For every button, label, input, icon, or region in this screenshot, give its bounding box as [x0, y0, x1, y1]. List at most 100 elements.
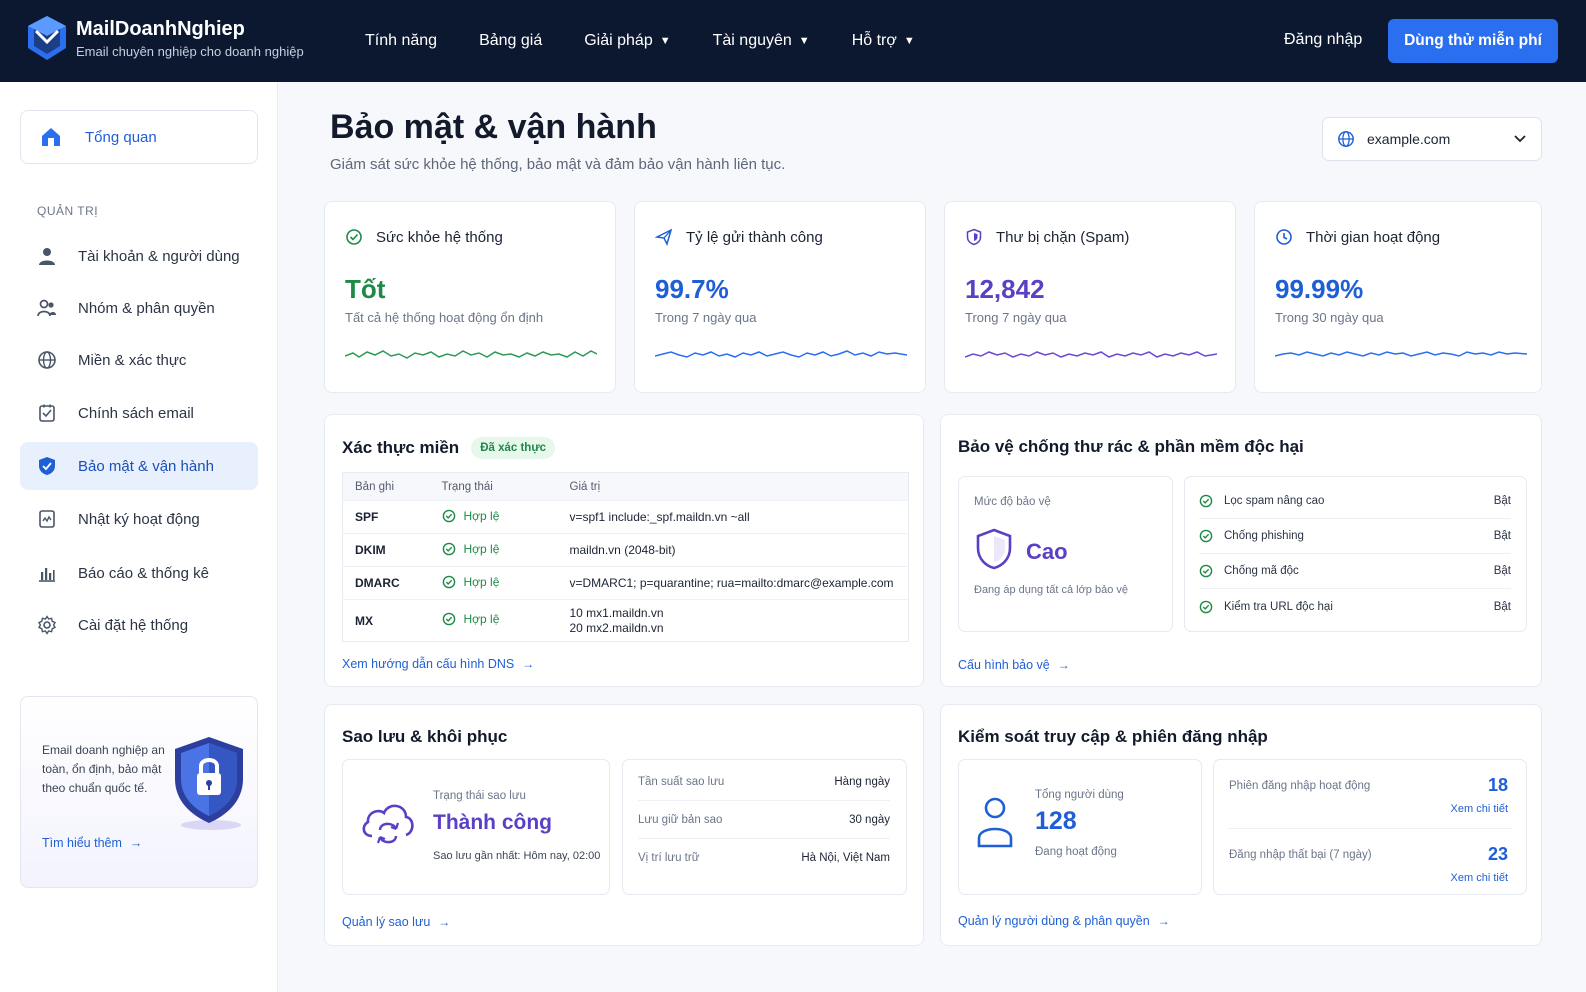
stat-card-health: Sức khỏe hệ thống Tốt Tất cả hệ thống ho…	[324, 201, 616, 393]
shield-icon	[976, 528, 1012, 570]
page-title: Bảo mật & vận hành	[330, 108, 657, 146]
stat-title: Tỷ lệ gửi thành công	[655, 228, 823, 246]
protection-level-panel: Mức độ bảo vệ Cao Đang áp dụng tất cả lớ…	[958, 476, 1173, 632]
nav-label: Giải pháp	[584, 32, 653, 49]
domain-select[interactable]: example.com	[1322, 117, 1542, 161]
backup-settings-panel: Tần suất sao lưu Hàng ngày Lưu giữ bản sa…	[622, 759, 907, 895]
feature-status: Bật	[1493, 530, 1511, 542]
backup-status-value: Thành công	[433, 811, 552, 834]
chevron-down-icon: ▼	[659, 35, 671, 47]
sidebar-item-security[interactable]: Bảo mật & vận hành	[20, 442, 258, 490]
send-icon	[655, 228, 673, 246]
sessions-panel: Phiên đăng nhập hoạt động 18 Xem chi tiế…	[1213, 759, 1527, 895]
active-sessions-value: 18	[1487, 775, 1508, 795]
record-type: SPF	[342, 500, 430, 534]
nav-solutions[interactable]: Giải pháp ▼	[584, 32, 670, 50]
view-failed-link[interactable]: Xem chi tiết	[1450, 872, 1508, 884]
check-circle-icon	[346, 229, 362, 245]
total-users-label: Tổng người dùng	[1035, 789, 1124, 801]
total-users-value: 128	[1035, 807, 1077, 835]
feature-row: Chống phishing Bật	[1199, 519, 1511, 554]
card-title: Kiểm soát truy cập & phiên đăng nhập	[958, 727, 1268, 746]
sidebar-item-reports[interactable]: Báo cáo & thống kê	[20, 549, 258, 597]
learn-more-link[interactable]: Tìm hiểu thêm →	[42, 836, 142, 850]
dns-guide-link[interactable]: Xem hướng dẫn cấu hình DNS →	[342, 657, 534, 671]
free-trial-button[interactable]: Dùng thử miễn phí	[1388, 19, 1558, 63]
globe-icon	[1338, 131, 1354, 147]
sidebar-item-groups[interactable]: Nhóm & phân quyền	[20, 284, 258, 332]
sidebar-item-accounts[interactable]: Tài khoản & người dùng	[20, 232, 258, 280]
record-type: DMARC	[342, 566, 430, 600]
column-header: Giá trị	[557, 472, 909, 501]
stat-note: Trong 30 ngày qua	[1275, 310, 1384, 325]
mx-value: 10 mx1.maildn.vn	[569, 605, 664, 620]
user-management-link[interactable]: Quản lý người dùng & phân quyền →	[958, 914, 1170, 928]
status-label: Hợp lệ	[463, 574, 500, 589]
kv-value: Hàng ngày	[834, 775, 890, 788]
nav-pricing[interactable]: Bảng giá	[479, 32, 542, 50]
sidebar-item-label: Báo cáo & thống kê	[78, 564, 209, 582]
cloud-sync-icon	[362, 804, 414, 844]
kv-value: 30 ngày	[849, 813, 890, 826]
protection-level-label: Mức độ bảo vệ	[974, 496, 1051, 508]
stat-title: Thư bị chặn (Spam)	[965, 228, 1129, 246]
feature-name: Kiểm tra URL độc hại	[1224, 600, 1333, 613]
check-circle-icon	[442, 612, 455, 626]
check-circle-icon	[1199, 564, 1213, 578]
protection-config-link[interactable]: Cấu hình bảo vệ →	[958, 658, 1070, 672]
feature-status: Bật	[1493, 495, 1511, 507]
check-circle-icon	[442, 542, 455, 555]
view-sessions-link[interactable]: Xem chi tiết	[1450, 803, 1508, 815]
shield-icon	[36, 455, 58, 477]
nav-label: Tính năng	[365, 32, 438, 49]
nav-features[interactable]: Tính năng	[365, 32, 437, 50]
kv-row: Tần suất sao lưu Hàng ngày	[638, 763, 890, 801]
access-control-card: Kiểm soát truy cập & phiên đăng nhập Tổn…	[940, 704, 1542, 946]
chevron-down-icon	[1514, 135, 1526, 143]
nav-resources[interactable]: Tài nguyên ▼	[713, 32, 810, 50]
column-header: Trạng thái	[429, 472, 558, 501]
kv-key: Tần suất sao lưu	[638, 775, 725, 788]
failed-logins-value: 23	[1487, 844, 1508, 864]
feature-status: Bật	[1493, 600, 1511, 613]
user-icon	[977, 797, 1013, 848]
backup-manage-link[interactable]: Quản lý sao lưu →	[342, 915, 450, 929]
dns-table: Bản ghi Trạng thái Giá trị SPF Hợp lệ v=…	[342, 472, 909, 642]
sidebar-item-settings[interactable]: Cài đặt hệ thống	[20, 601, 258, 649]
user-icon	[36, 245, 58, 267]
card-title: Xác thực miền Đã xác thực	[342, 437, 556, 459]
globe-icon	[36, 349, 58, 371]
feature-name: Lọc spam nâng cao	[1224, 495, 1325, 507]
record-value: maildn.vn (2048-bit)	[557, 533, 909, 567]
sidebar-item-domains[interactable]: Miền & xác thực	[20, 336, 258, 384]
arrow-right-icon: →	[1057, 658, 1070, 672]
selected-domain: example.com	[1367, 131, 1451, 147]
arrow-right-icon: →	[1157, 914, 1170, 928]
brand[interactable]: MailDoanhNghiep Email chuyên nghiệp cho …	[26, 14, 304, 64]
stat-value: 99.99%	[1275, 274, 1364, 304]
promo-card: Email doanh nghiệp an toàn, ổn định, bảo…	[20, 696, 258, 888]
sidebar-item-email-policy[interactable]: Chính sách email	[20, 389, 258, 437]
kv-value: Hà Nội, Việt Nam	[801, 852, 890, 864]
login-link[interactable]: Đăng nhập	[1284, 31, 1363, 48]
shield-icon	[966, 228, 982, 246]
stat-title-label: Sức khỏe hệ thống	[376, 228, 503, 246]
stat-title: Thời gian hoạt động	[1275, 228, 1440, 246]
stat-value: 12,842	[965, 274, 1045, 304]
log-icon	[36, 508, 58, 530]
stat-title: Sức khỏe hệ thống	[345, 228, 503, 246]
table-row: DKIM Hợp lệ maildn.vn (2048-bit)	[342, 533, 909, 567]
sparkline	[655, 350, 907, 358]
stat-card-uptime: Thời gian hoạt động 99.99% Trong 30 ngày…	[1254, 201, 1542, 393]
nav-support[interactable]: Hỗ trợ ▼	[852, 32, 915, 50]
link-label: Xem hướng dẫn cấu hình DNS	[342, 657, 515, 671]
sidebar-item-activity-log[interactable]: Nhật ký hoạt động	[20, 495, 258, 543]
backup-status-label: Trạng thái sao lưu	[433, 790, 526, 802]
sidebar: Tổng quan QUẢN TRỊ Tài khoản & người dùn…	[0, 82, 278, 992]
record-status: Hợp lệ	[429, 500, 558, 534]
backup-last-time: Sao lưu gần nhất: Hôm nay, 02:00	[433, 850, 601, 862]
users-icon	[36, 297, 58, 319]
card-title: Bảo vệ chống thư rác & phần mềm độc hại	[958, 437, 1304, 456]
chevron-down-icon: ▼	[903, 35, 915, 47]
sidebar-item-overview[interactable]: Tổng quan	[20, 110, 258, 164]
